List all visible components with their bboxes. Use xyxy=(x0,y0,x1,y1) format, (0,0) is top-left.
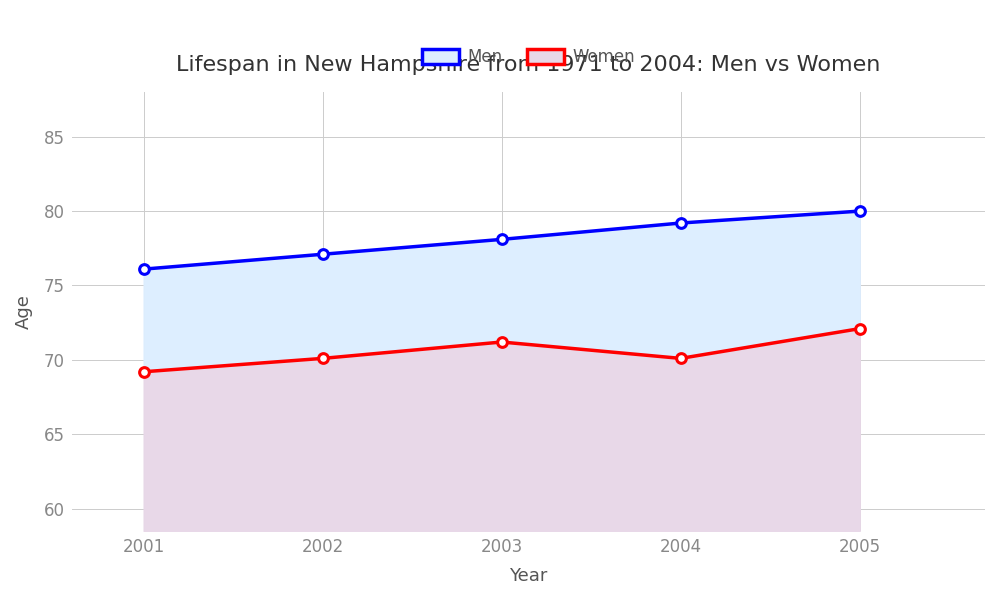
X-axis label: Year: Year xyxy=(509,567,548,585)
Title: Lifespan in New Hampshire from 1971 to 2004: Men vs Women: Lifespan in New Hampshire from 1971 to 2… xyxy=(176,55,881,75)
Y-axis label: Age: Age xyxy=(15,294,33,329)
Legend: Men, Women: Men, Women xyxy=(422,48,635,66)
